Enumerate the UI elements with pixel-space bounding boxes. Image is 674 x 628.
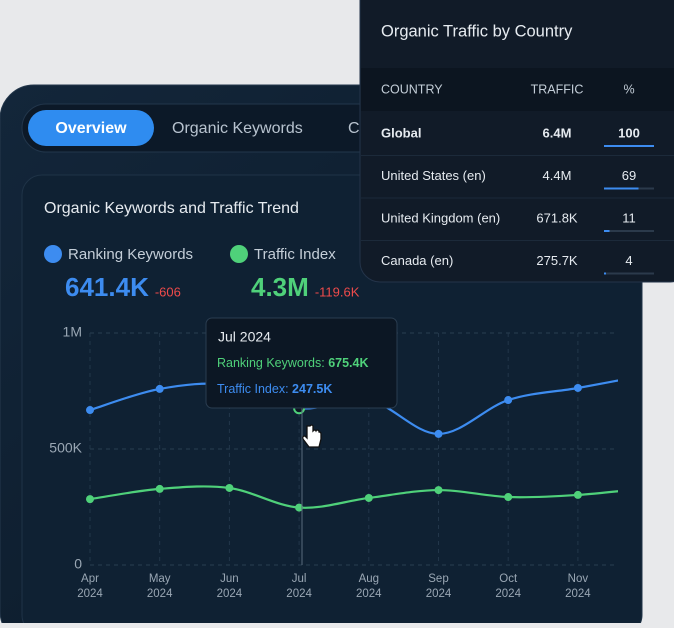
y-tick-label: 500K bbox=[49, 440, 82, 456]
legend-dot bbox=[230, 245, 248, 263]
tooltip-title: Jul 2024 bbox=[218, 329, 271, 345]
x-tick-label: Oct bbox=[499, 573, 518, 585]
data-point bbox=[295, 503, 304, 512]
cell: 11 bbox=[622, 210, 636, 225]
data-point bbox=[504, 396, 513, 405]
card-title: Organic Keywords and Traffic Trend bbox=[44, 200, 299, 217]
x-tick-year: 2024 bbox=[147, 588, 173, 600]
tab[interactable]: C bbox=[348, 120, 360, 137]
data-point bbox=[225, 483, 234, 492]
column-header: COUNTRY bbox=[381, 82, 443, 96]
legend-dot bbox=[44, 245, 62, 263]
x-tick-year: 2024 bbox=[495, 588, 521, 600]
cell: Global bbox=[381, 125, 421, 140]
summary-value: 641.4K bbox=[65, 272, 149, 302]
summary-change: -606 bbox=[155, 284, 181, 299]
tooltip bbox=[205, 317, 398, 409]
data-point bbox=[434, 429, 443, 438]
x-tick-year: 2024 bbox=[356, 588, 382, 600]
x-tick-label: Jul bbox=[292, 573, 307, 585]
x-tick-label: Apr bbox=[81, 573, 99, 585]
data-point bbox=[86, 406, 94, 415]
summary-value: 4.3M bbox=[251, 272, 309, 302]
cell: 4 bbox=[625, 253, 632, 268]
tooltip-item: Ranking Keywords: 675.4K bbox=[217, 356, 369, 370]
table-title: Organic Traffic by Country bbox=[381, 22, 573, 40]
cursor bbox=[302, 424, 322, 448]
data-point bbox=[155, 384, 164, 393]
cell: 100 bbox=[618, 125, 640, 140]
tab-active-bg[interactable] bbox=[28, 110, 154, 146]
tooltip-label: Ranking Keywords: bbox=[217, 356, 325, 370]
x-tick-label: May bbox=[149, 573, 171, 585]
cell: 6.4M bbox=[543, 125, 572, 140]
x-tick-year: 2024 bbox=[286, 588, 312, 600]
y-tick-label: 1M bbox=[63, 324, 82, 340]
pct-track bbox=[604, 272, 654, 275]
x-tick-label: Jun bbox=[220, 573, 239, 585]
summary-change: -119.6K bbox=[315, 284, 360, 299]
data-point bbox=[364, 493, 373, 502]
cell: 4.4M bbox=[543, 168, 572, 183]
x-tick-label: Nov bbox=[568, 573, 589, 585]
cell: 69 bbox=[622, 168, 636, 183]
data-point bbox=[504, 493, 513, 502]
tooltip-value: 675.4K bbox=[328, 356, 368, 370]
x-tick-year: 2024 bbox=[565, 588, 591, 600]
data-point bbox=[155, 484, 164, 493]
cell: United Kingdom (en) bbox=[381, 210, 500, 225]
x-tick-label: Aug bbox=[359, 573, 379, 585]
y-tick-label: 0 bbox=[74, 556, 82, 572]
tooltip-value: 247.5K bbox=[292, 382, 332, 396]
cell: Canada (en) bbox=[381, 253, 453, 268]
pct-bar bbox=[604, 272, 606, 275]
x-tick-label: Sep bbox=[428, 573, 448, 585]
pct-bar bbox=[604, 145, 654, 147]
pct-bar bbox=[604, 187, 639, 190]
data-point bbox=[573, 490, 582, 499]
pct-bar bbox=[604, 230, 610, 232]
tooltip-label: Traffic Index: bbox=[217, 382, 289, 396]
table-panel bbox=[359, 0, 674, 283]
data-point bbox=[573, 383, 582, 392]
legend-label: Traffic Index bbox=[254, 246, 336, 263]
cell: 671.8K bbox=[536, 210, 578, 225]
pct-track bbox=[604, 230, 654, 232]
tooltip-item: Traffic Index: 247.5K bbox=[217, 382, 332, 396]
tab[interactable]: Overview bbox=[55, 120, 127, 137]
legend-label: Ranking Keywords bbox=[68, 246, 193, 263]
cell: United States (en) bbox=[381, 168, 486, 183]
table-header bbox=[361, 68, 674, 111]
data-point bbox=[434, 486, 443, 495]
x-tick-year: 2024 bbox=[217, 588, 243, 600]
data-point bbox=[86, 495, 94, 504]
x-tick-year: 2024 bbox=[426, 588, 452, 600]
column-header: TRAFFIC bbox=[531, 82, 584, 96]
tab[interactable]: Organic Keywords bbox=[172, 120, 303, 137]
cell: 275.7K bbox=[536, 253, 578, 268]
column-header: % bbox=[623, 82, 634, 96]
x-tick-year: 2024 bbox=[77, 588, 103, 600]
